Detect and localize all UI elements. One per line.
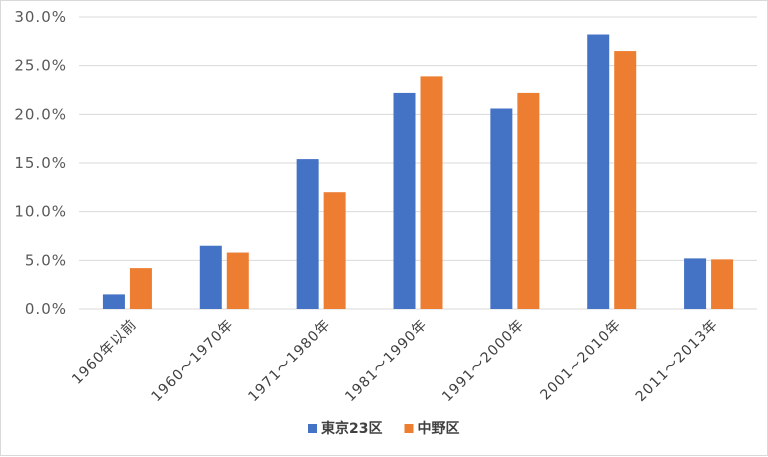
- bar-series-0-cat-4: [490, 108, 513, 309]
- bar-series-0-cat-3: [393, 92, 416, 309]
- bar-series-1-cat-5: [614, 51, 637, 310]
- legend-label: 東京23区: [321, 420, 382, 437]
- legend: 東京23区 中野区: [308, 420, 459, 437]
- x-category-label: 1971～1980年: [245, 317, 334, 406]
- bar-series-1-cat-2: [323, 192, 346, 309]
- gridlines: [79, 16, 757, 310]
- x-category-label: 2011～2013年: [633, 317, 722, 406]
- y-tick-label: 0.0%: [25, 300, 67, 318]
- x-category-label: 1960年以前: [68, 316, 140, 388]
- bar-series-1-cat-6: [711, 259, 734, 309]
- bar-series-1-cat-3: [420, 76, 443, 309]
- y-tick-label: 15.0%: [14, 154, 67, 172]
- y-tick-label: 10.0%: [14, 203, 67, 221]
- y-tick-label: 30.0%: [14, 8, 67, 26]
- x-category-label: 2001~2010年: [538, 317, 625, 404]
- y-tick-label: 5.0%: [25, 251, 67, 269]
- bar-series-1-cat-0: [129, 268, 152, 309]
- bar-series-1-cat-4: [517, 92, 540, 309]
- legend-label: 中野区: [417, 420, 459, 437]
- bar-series-1-cat-1: [226, 252, 249, 309]
- x-axis: 1960年以前 1960～1970年 1971～1980年 1981～1990年 199…: [68, 316, 721, 405]
- bar-series-0-cat-6: [684, 258, 707, 309]
- bar-series-0-cat-2: [296, 159, 319, 309]
- y-tick-label: 25.0%: [14, 57, 67, 75]
- bar-series-0-cat-1: [199, 245, 222, 309]
- bar-series-0-cat-5: [587, 34, 610, 310]
- legend-swatch: [404, 424, 414, 433]
- x-category-label: 1981～1990年: [342, 317, 431, 406]
- x-category-label: 1991～2000年: [439, 317, 528, 406]
- bar-series-0-cat-0: [102, 294, 125, 309]
- legend-swatch: [308, 424, 317, 433]
- y-tick-label: 20.0%: [14, 105, 67, 123]
- x-category-label: 1960～1970年: [149, 317, 238, 406]
- y-axis: 0.0% 5.0% 10.0% 15.0% 20.0% 25.0% 30.0%: [14, 8, 67, 318]
- bars: [102, 34, 734, 310]
